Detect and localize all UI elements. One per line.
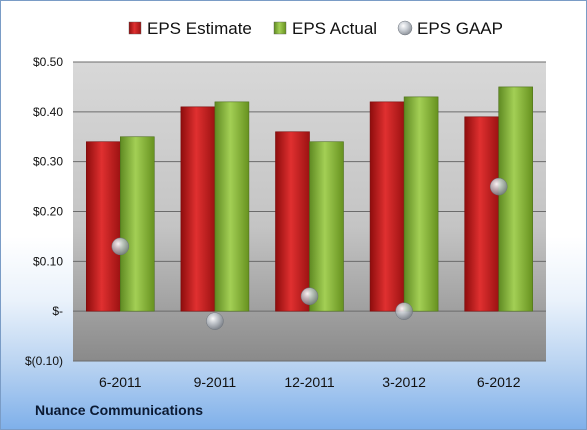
y-tick-label: $(0.10)	[25, 354, 63, 368]
legend-swatch	[397, 20, 413, 36]
legend-label: EPS Estimate	[147, 19, 252, 38]
x-tick-label: 6-2012	[477, 374, 521, 390]
bar-eps-actual	[214, 101, 250, 312]
y-tick-label: $0.30	[33, 155, 63, 169]
bar-eps-estimate	[275, 131, 310, 312]
marker-eps-gaap	[111, 237, 130, 256]
x-tick-label: 12-2011	[284, 374, 335, 390]
bar-eps-actual	[403, 96, 439, 312]
legend-label: EPS GAAP	[417, 19, 503, 38]
y-tick-label: $-	[52, 304, 63, 318]
y-tick-label: $0.10	[33, 254, 63, 268]
y-tick-label: $0.40	[33, 105, 63, 119]
marker-eps-gaap	[300, 287, 319, 305]
company-name: Nuance Communications	[35, 402, 204, 418]
bar-eps-estimate	[369, 101, 405, 312]
y-tick-label: $0.20	[33, 205, 63, 219]
marker-eps-gaap	[395, 302, 413, 320]
bar-eps-estimate	[86, 141, 121, 312]
bar-eps-actual	[498, 86, 534, 312]
marker-eps-gaap	[489, 177, 508, 196]
legend-swatch	[128, 21, 142, 35]
bar-eps-actual	[120, 136, 155, 312]
bar-eps-estimate	[180, 106, 216, 312]
x-tick-label: 6-2011	[99, 374, 142, 390]
y-tick-label: $0.50	[33, 55, 63, 69]
legend-swatch	[273, 21, 287, 35]
x-tick-label: 3-2012	[382, 374, 426, 390]
marker-eps-gaap	[206, 312, 224, 330]
bar-eps-actual	[309, 141, 344, 312]
bar-eps-estimate	[464, 116, 500, 312]
x-tick-label: 9-2011	[194, 374, 237, 390]
legend-label: EPS Actual	[292, 19, 377, 38]
